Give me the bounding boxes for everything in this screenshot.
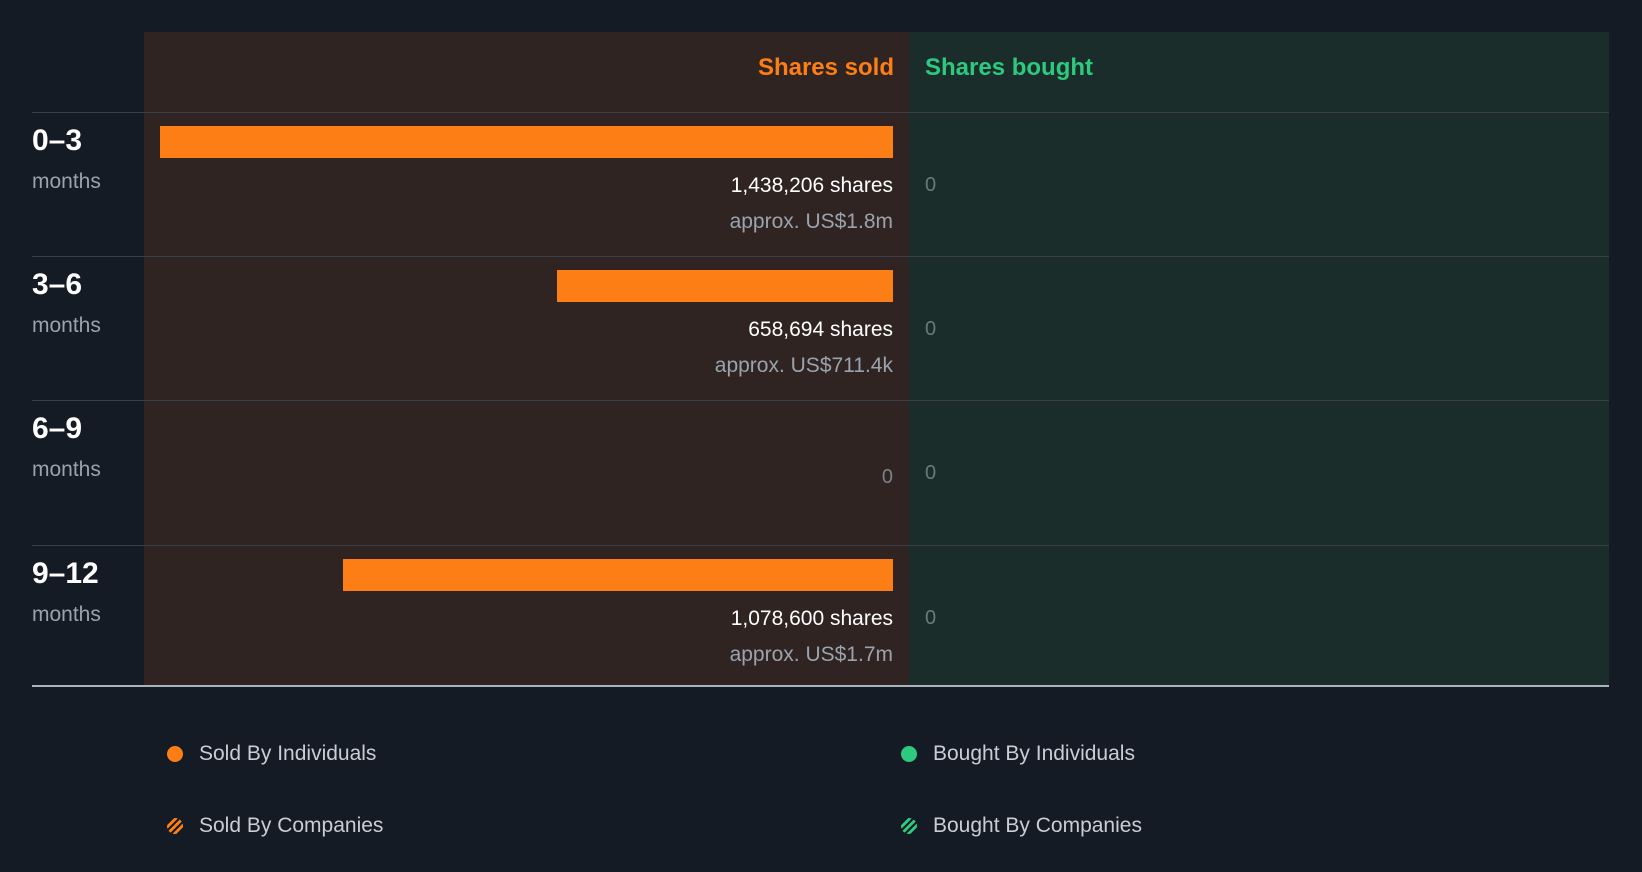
shares-bought-value: 0 <box>925 607 937 629</box>
row-divider <box>32 112 1609 113</box>
shares-bought-value: 0 <box>925 462 937 484</box>
legend-sold-companies: Sold By Companies <box>167 814 383 838</box>
legend-label: Sold By Companies <box>199 814 384 837</box>
hatched-dot-icon <box>167 818 183 834</box>
period-label: 6–9 <box>32 412 83 445</box>
shares-sold-header: Shares sold <box>757 54 894 81</box>
chart-row: 6–9 months 0 0 <box>0 400 1642 544</box>
legend-bought-companies: Bought By Companies <box>901 814 1142 838</box>
shares-bought-panel <box>909 32 1609 686</box>
chart-row: 0–3 months 1,438,206 shares approx. US$1.8m… <box>0 112 1642 256</box>
period-unit-label: months <box>32 603 101 626</box>
shares-bought-value: 0 <box>925 174 937 196</box>
legend-label: Bought By Companies <box>933 814 1142 837</box>
legend-label: Bought By Individuals <box>933 742 1135 765</box>
row-divider <box>32 400 1609 401</box>
chart-row: 9–12 months 1,078,600 shares approx. US$1.7… <box>0 545 1642 689</box>
shares-sold-bar <box>160 126 893 158</box>
shares-sold-approx-value: approx. US$1.7m <box>729 643 893 666</box>
legend-sold-individuals: Sold By Individuals <box>167 742 376 766</box>
shares-bought-value: 0 <box>925 318 937 340</box>
shares-sold-value: 0 <box>881 466 893 488</box>
shares-sold-bar <box>557 270 893 302</box>
period-label: 3–6 <box>32 268 83 301</box>
shares-sold-approx-value: approx. US$1.8m <box>729 210 893 233</box>
solid-dot-icon <box>167 746 183 762</box>
row-divider <box>32 256 1609 257</box>
legend-label: Sold By Individuals <box>199 742 377 765</box>
shares-sold-bar <box>343 559 893 591</box>
legend-bought-individuals: Bought By Individuals <box>901 742 1135 766</box>
chart-row: 3–6 months 658,694 shares approx. US$711.4k… <box>0 256 1642 400</box>
period-unit-label: months <box>32 170 101 193</box>
period-unit-label: months <box>32 458 101 481</box>
shares-sold-value: 1,438,206 shares <box>730 174 893 197</box>
solid-dot-icon <box>901 746 917 762</box>
period-label: 9–12 <box>32 557 99 590</box>
shares-sold-value: 658,694 shares <box>748 318 893 341</box>
period-label: 0–3 <box>32 124 83 157</box>
shares-sold-approx-value: approx. US$711.4k <box>714 354 893 377</box>
shares-sold-value: 1,078,600 shares <box>730 607 893 630</box>
row-divider <box>32 545 1609 546</box>
hatched-dot-icon <box>901 818 917 834</box>
chart-baseline <box>32 685 1609 687</box>
period-unit-label: months <box>32 314 101 337</box>
shares-bought-header: Shares bought <box>925 54 1094 81</box>
